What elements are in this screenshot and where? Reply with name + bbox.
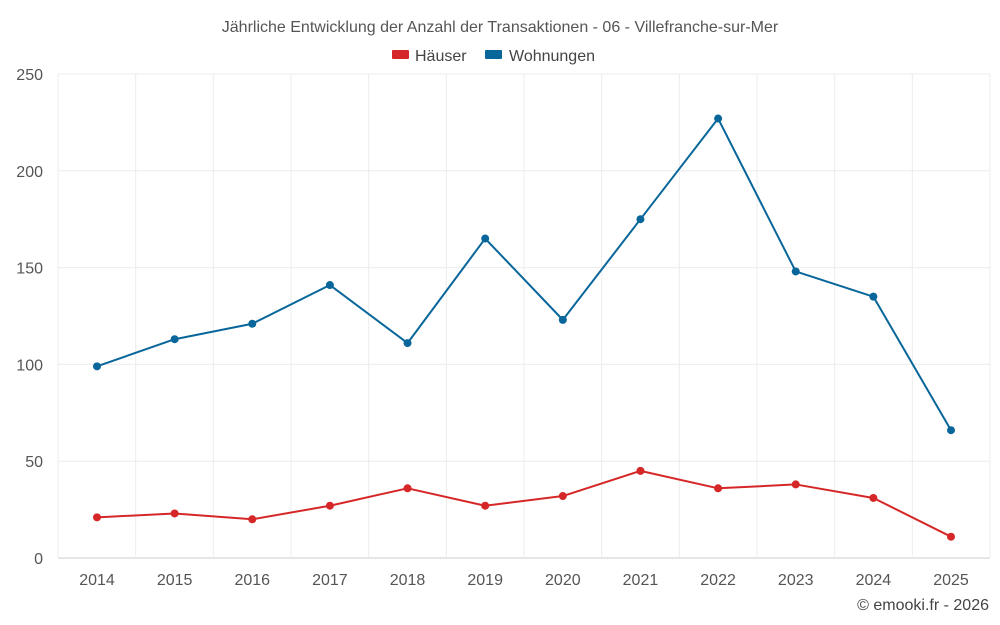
- data-point-wohnungen[interactable]: [791, 267, 800, 276]
- y-tick-label: 250: [16, 67, 43, 84]
- data-point-haeuser[interactable]: [791, 480, 800, 489]
- legend-label-haeuser: Häuser: [415, 48, 467, 65]
- data-point-wohnungen[interactable]: [636, 215, 645, 224]
- data-point-haeuser[interactable]: [403, 484, 412, 493]
- x-tick-label: 2022: [700, 572, 736, 589]
- series: [93, 114, 955, 541]
- data-point-haeuser[interactable]: [170, 509, 179, 518]
- data-point-wohnungen[interactable]: [869, 292, 878, 301]
- data-point-haeuser[interactable]: [714, 484, 723, 493]
- data-point-wohnungen[interactable]: [93, 362, 101, 371]
- legend-swatch-wohnungen: [485, 50, 502, 59]
- data-point-haeuser[interactable]: [636, 466, 645, 475]
- x-tick-label: 2015: [157, 572, 193, 589]
- data-point-haeuser[interactable]: [869, 493, 878, 502]
- x-tick-label: 2025: [933, 572, 969, 589]
- x-tick-label: 2016: [234, 572, 270, 589]
- credit-text: © emooki.fr - 2026: [857, 597, 989, 614]
- data-point-haeuser[interactable]: [93, 513, 101, 522]
- data-point-haeuser[interactable]: [481, 501, 490, 510]
- x-tick-label: 2023: [778, 572, 814, 589]
- x-tick-label: 2018: [390, 572, 426, 589]
- legend-item-haeuser[interactable]: Häuser: [392, 48, 467, 65]
- data-point-wohnungen[interactable]: [325, 281, 334, 290]
- legend: Häuser Wohnungen: [392, 48, 595, 65]
- data-point-haeuser[interactable]: [558, 492, 567, 501]
- chart-title: Jährliche Entwicklung der Anzahl der Tra…: [222, 19, 779, 36]
- x-tick-label: 2014: [79, 572, 115, 589]
- x-tick-label: 2024: [856, 572, 892, 589]
- data-point-wohnungen[interactable]: [403, 339, 412, 348]
- y-tick-label: 150: [16, 261, 43, 278]
- data-point-wohnungen[interactable]: [558, 315, 567, 324]
- legend-label-wohnungen: Wohnungen: [509, 48, 595, 65]
- y-tick-label: 200: [16, 164, 43, 181]
- y-axis-ticks: 0 50 100 150 200 250: [16, 67, 43, 568]
- y-tick-label: 0: [34, 551, 43, 568]
- legend-item-wohnungen[interactable]: Wohnungen: [485, 48, 595, 65]
- data-point-wohnungen[interactable]: [481, 234, 490, 243]
- data-point-wohnungen[interactable]: [714, 114, 723, 123]
- y-tick-label: 50: [25, 454, 43, 471]
- data-point-haeuser[interactable]: [325, 501, 334, 510]
- x-tick-label: 2017: [312, 572, 348, 589]
- x-tick-label: 2020: [545, 572, 581, 589]
- data-point-wohnungen[interactable]: [170, 335, 179, 344]
- y-tick-label: 100: [16, 357, 43, 374]
- x-axis-ticks: 2014 2015 2016 2017 2018 2019 2020 2021 2022 2023…: [79, 572, 969, 589]
- legend-swatch-haeuser: [392, 50, 409, 59]
- x-tick-label: 2019: [467, 572, 503, 589]
- series-line-wohnungen: [96, 117, 952, 431]
- series-line-haeuser: [96, 469, 952, 538]
- data-point-haeuser[interactable]: [947, 532, 955, 541]
- data-point-haeuser[interactable]: [248, 515, 257, 524]
- data-point-wohnungen[interactable]: [248, 319, 257, 328]
- grid: [57, 73, 991, 559]
- series-wohnungen: [93, 114, 955, 435]
- series-haeuser: [93, 466, 955, 541]
- data-point-wohnungen[interactable]: [947, 426, 955, 435]
- x-tick-label: 2021: [623, 572, 659, 589]
